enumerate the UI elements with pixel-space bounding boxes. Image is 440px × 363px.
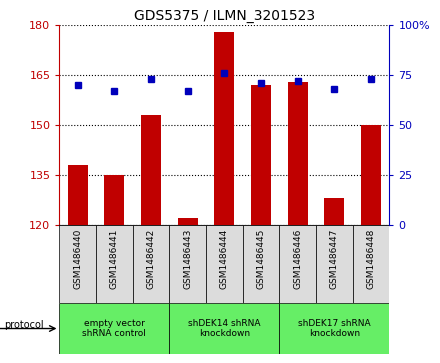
- Title: GDS5375 / ILMN_3201523: GDS5375 / ILMN_3201523: [134, 9, 315, 23]
- FancyBboxPatch shape: [243, 225, 279, 303]
- FancyBboxPatch shape: [279, 225, 316, 303]
- FancyBboxPatch shape: [353, 225, 389, 303]
- FancyBboxPatch shape: [169, 225, 206, 303]
- Bar: [141, 115, 161, 225]
- Bar: [104, 175, 125, 225]
- Text: GSM1486440: GSM1486440: [73, 229, 82, 289]
- Bar: [214, 32, 235, 225]
- FancyBboxPatch shape: [133, 225, 169, 303]
- Bar: [251, 85, 271, 225]
- FancyBboxPatch shape: [206, 225, 243, 303]
- Bar: [288, 82, 308, 225]
- Bar: [361, 125, 381, 225]
- Text: GSM1486447: GSM1486447: [330, 229, 339, 289]
- Text: shDEK17 shRNA
knockdown: shDEK17 shRNA knockdown: [298, 319, 371, 338]
- Text: protocol: protocol: [4, 320, 44, 330]
- FancyBboxPatch shape: [59, 225, 96, 303]
- Text: empty vector
shRNA control: empty vector shRNA control: [82, 319, 147, 338]
- Text: GSM1486448: GSM1486448: [367, 229, 376, 289]
- Text: GSM1486441: GSM1486441: [110, 229, 119, 289]
- FancyBboxPatch shape: [169, 303, 279, 354]
- Bar: [68, 165, 88, 225]
- Text: GSM1486443: GSM1486443: [183, 229, 192, 289]
- Bar: [178, 219, 198, 225]
- FancyBboxPatch shape: [96, 225, 133, 303]
- FancyBboxPatch shape: [316, 225, 353, 303]
- FancyBboxPatch shape: [279, 303, 389, 354]
- Text: GSM1486444: GSM1486444: [220, 229, 229, 289]
- FancyBboxPatch shape: [59, 303, 169, 354]
- Bar: [324, 199, 345, 225]
- Text: GSM1486445: GSM1486445: [257, 229, 266, 289]
- Text: GSM1486442: GSM1486442: [147, 229, 156, 289]
- Text: shDEK14 shRNA
knockdown: shDEK14 shRNA knockdown: [188, 319, 260, 338]
- Text: GSM1486446: GSM1486446: [293, 229, 302, 289]
